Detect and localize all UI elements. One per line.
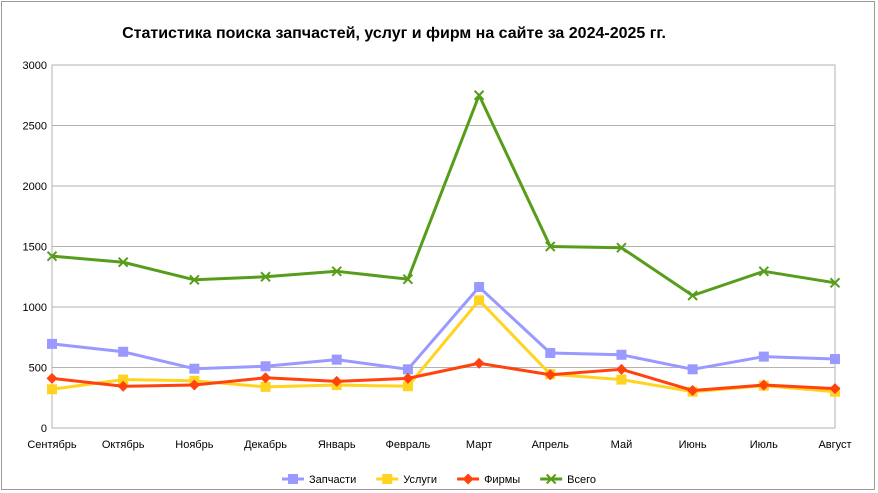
data-point [402,364,413,375]
x-tick-label: Апрель [532,439,570,451]
y-tick-label: 3000 [23,60,47,72]
legend-label: Фирмы [484,474,520,486]
x-tick-label: Июнь [679,439,707,451]
series-3 [46,357,841,396]
data-point [616,374,627,385]
data-point [117,380,129,392]
data-point [117,257,129,268]
series-line [51,298,836,394]
legend-label: Услуги [403,474,437,486]
data-point [46,250,58,262]
data-point [331,354,342,365]
y-tick-label: 500 [29,363,47,375]
data-point [118,374,129,385]
series-line [51,93,836,298]
x-tick-label: Март [466,439,492,451]
data-point [188,379,200,391]
legend-item: Фирмы [457,473,520,486]
data-point [829,277,841,289]
x-tick-label: Ноябрь [175,439,213,451]
legend-marker [545,473,557,485]
x-tick-label: Май [611,439,633,451]
data-point [260,372,272,384]
data-point [260,361,271,372]
legend-marker [382,474,393,484]
series-4 [46,90,841,301]
data-point [615,363,627,375]
data-point [545,347,556,358]
data-point [687,364,698,375]
data-point [758,379,770,391]
data-point [331,375,343,387]
data-point [687,384,699,396]
x-tick-label: Декабрь [244,439,287,451]
y-tick-label: 1500 [23,242,47,254]
legend: Запчасти Услуги Фирмы Всего [281,473,596,486]
x-tick-label: Февраль [386,439,431,451]
data-point [260,271,271,282]
legend-item: Услуги [376,474,437,486]
data-point [47,338,57,349]
y-tick-label: 2500 [23,121,47,133]
data-point [758,266,770,277]
legend-label: Всего [567,474,596,486]
data-point [118,346,129,357]
data-point [687,290,698,301]
series-line [51,285,836,371]
x-tick-label: Июль [750,439,778,451]
y-tick-label: 1000 [23,302,47,314]
data-point [402,372,414,384]
legend-item: Запчасти [281,474,356,486]
data-point [331,266,342,277]
data-point [616,349,627,360]
data-point [402,273,414,285]
data-point [46,372,58,384]
x-tick-label: Октябрь [102,439,145,451]
x-tick-label: Сентябрь [27,439,77,451]
data-point [544,369,556,381]
y-tick-label: 0 [41,423,47,435]
data-point [474,282,485,293]
data-point [189,274,200,285]
y-tick-label: 2000 [23,181,47,193]
series-2 [47,295,840,397]
data-point [402,381,413,392]
data-point [189,363,200,374]
data-point [758,351,769,362]
legend-item: Всего [540,473,596,486]
data-point [616,242,627,253]
data-point [47,384,57,395]
series-line [51,361,836,392]
data-point [473,90,485,101]
data-point [474,295,485,306]
data-point [545,241,556,252]
legend-marker [462,473,474,485]
data-point [829,383,841,395]
x-tick-label: Январь [318,439,356,451]
legend-label: Запчасти [309,474,356,486]
chart-title: Статистика поиска запчастей, услуг и фир… [122,25,666,42]
x-tick-label: Август [818,439,851,451]
data-point [260,381,271,392]
data-point [830,354,840,365]
plot-area: 0 500 1000 1500 2000 2500 3000 Сентябрь Октябрь Н… [23,60,852,451]
data-point [473,357,485,369]
series-1 [47,282,840,375]
legend-marker [287,474,298,484]
